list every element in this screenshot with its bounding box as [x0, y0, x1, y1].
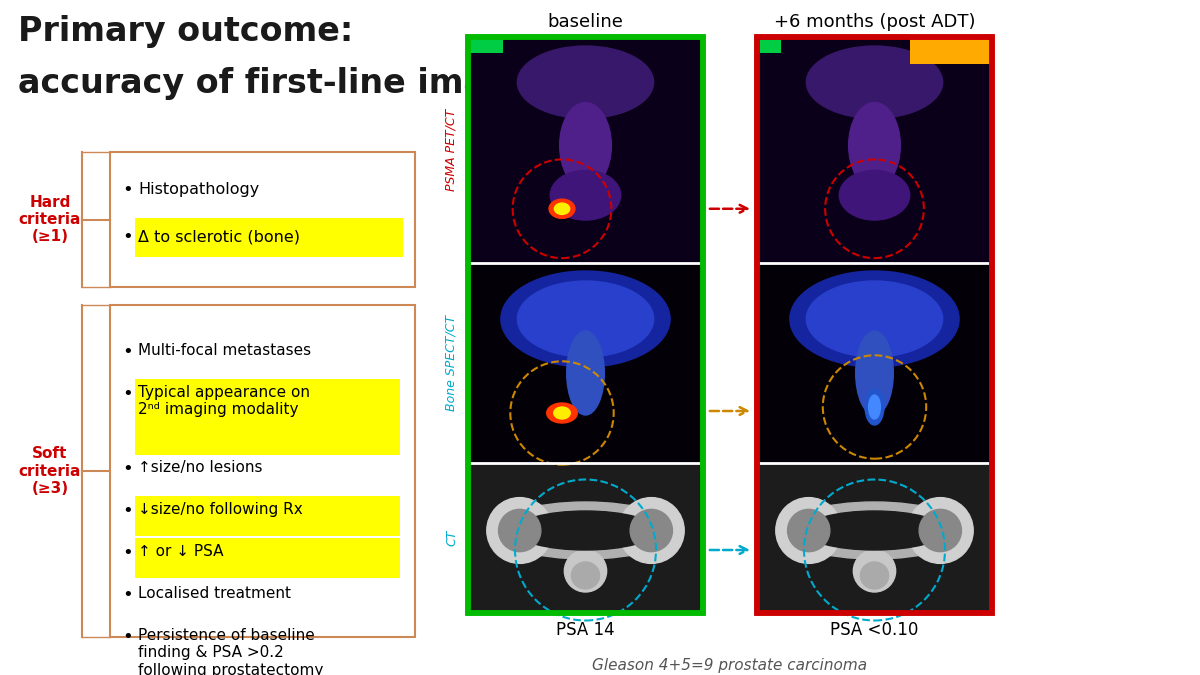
Ellipse shape [566, 331, 605, 415]
Ellipse shape [790, 271, 959, 367]
Circle shape [487, 497, 553, 564]
Text: ↑size/no lesions: ↑size/no lesions [138, 460, 263, 475]
Text: •: • [122, 586, 133, 604]
Ellipse shape [839, 170, 910, 220]
FancyBboxPatch shape [468, 37, 703, 263]
Ellipse shape [554, 203, 570, 215]
Text: Multi-focal metastases: Multi-focal metastases [138, 343, 311, 358]
Text: Gleason 4+5=9 prostate carcinoma: Gleason 4+5=9 prostate carcinoma [593, 658, 868, 673]
Circle shape [618, 497, 684, 564]
Ellipse shape [517, 281, 654, 357]
FancyBboxPatch shape [468, 463, 703, 613]
Circle shape [787, 510, 830, 551]
Ellipse shape [856, 331, 893, 415]
Text: •: • [122, 628, 133, 646]
Ellipse shape [559, 103, 611, 188]
Ellipse shape [547, 403, 577, 423]
Ellipse shape [564, 550, 607, 592]
Text: •: • [122, 544, 133, 562]
FancyBboxPatch shape [757, 263, 992, 463]
Text: Hard
criteria
(≥1): Hard criteria (≥1) [19, 194, 82, 244]
Ellipse shape [550, 199, 575, 219]
Ellipse shape [865, 389, 884, 425]
FancyBboxPatch shape [468, 37, 503, 53]
Text: PSA <0.10: PSA <0.10 [830, 621, 919, 639]
Text: Histopathology: Histopathology [138, 182, 259, 198]
Ellipse shape [571, 562, 600, 589]
Ellipse shape [848, 103, 900, 188]
Text: •: • [122, 502, 133, 520]
Ellipse shape [500, 271, 670, 367]
FancyBboxPatch shape [757, 37, 992, 263]
Text: •: • [122, 343, 133, 361]
FancyBboxPatch shape [134, 538, 400, 578]
Ellipse shape [804, 511, 946, 550]
Text: Typical appearance on
2ⁿᵈ imaging modality: Typical appearance on 2ⁿᵈ imaging modali… [138, 385, 310, 417]
Circle shape [498, 510, 541, 551]
FancyBboxPatch shape [134, 218, 403, 257]
Circle shape [919, 510, 961, 551]
Text: Primary outcome:: Primary outcome: [18, 15, 353, 48]
FancyBboxPatch shape [134, 496, 400, 536]
Ellipse shape [806, 46, 943, 118]
Circle shape [907, 497, 973, 564]
Text: ↑ or ↓ PSA: ↑ or ↓ PSA [138, 544, 223, 559]
FancyBboxPatch shape [110, 305, 415, 637]
Text: Persistence of baseline
finding & PSA >0.2
following prostatectomy: Persistence of baseline finding & PSA >0… [138, 628, 323, 675]
FancyBboxPatch shape [757, 463, 992, 613]
Text: •: • [122, 460, 133, 478]
Text: •: • [122, 385, 133, 403]
Ellipse shape [551, 170, 620, 220]
Text: •: • [122, 181, 133, 199]
Ellipse shape [782, 502, 966, 559]
Text: Δ to sclerotic (bone): Δ to sclerotic (bone) [138, 230, 300, 244]
Ellipse shape [494, 502, 677, 559]
FancyBboxPatch shape [757, 37, 780, 53]
FancyBboxPatch shape [468, 263, 703, 463]
Text: PSMA PET/CT: PSMA PET/CT [445, 109, 458, 191]
Text: ↓size/no following Rx: ↓size/no following Rx [138, 502, 302, 517]
Text: Soft
criteria
(≥3): Soft criteria (≥3) [19, 446, 82, 496]
Ellipse shape [806, 281, 943, 357]
Text: •: • [122, 228, 133, 246]
Ellipse shape [517, 46, 654, 118]
Circle shape [775, 497, 841, 564]
Text: CT: CT [445, 530, 458, 546]
Text: +6 months (post ADT): +6 months (post ADT) [774, 13, 976, 31]
Text: Localised treatment: Localised treatment [138, 586, 292, 601]
Text: baseline: baseline [547, 13, 624, 31]
FancyBboxPatch shape [110, 152, 415, 287]
FancyBboxPatch shape [910, 37, 992, 64]
Ellipse shape [853, 550, 895, 592]
Ellipse shape [860, 562, 888, 589]
FancyBboxPatch shape [134, 379, 400, 455]
Text: PSA 14: PSA 14 [556, 621, 614, 639]
Ellipse shape [515, 511, 656, 550]
Text: accuracy of first-line imaging: accuracy of first-line imaging [18, 67, 569, 100]
Circle shape [630, 510, 672, 551]
Ellipse shape [869, 395, 881, 419]
Ellipse shape [553, 407, 570, 419]
Text: Bone SPECT/CT: Bone SPECT/CT [445, 315, 458, 411]
